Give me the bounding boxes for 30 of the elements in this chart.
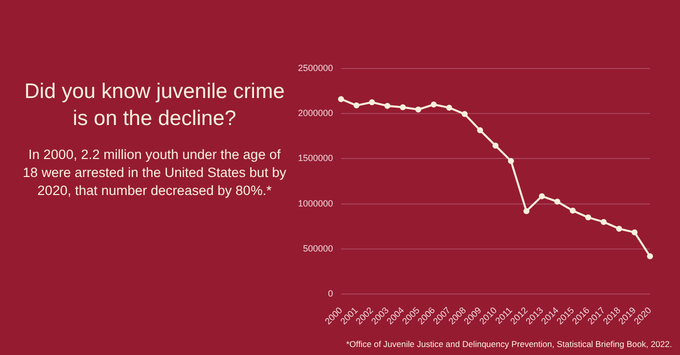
text: In 2000, 2.2 million youth under the age of 18 were arrested in the United States but by 2020, that number decreased by 80%.* (22, 146, 287, 200)
y-tick-label: 2500000 (298, 62, 334, 73)
point (600, 218, 607, 225)
text: *Office of Juvenile Justice and Delinquency Prevention, Statistical Briefing Book, 2022. (346, 339, 672, 349)
y-tick-label: 2000000 (298, 108, 334, 118)
point (368, 99, 375, 106)
point (570, 208, 576, 214)
point (492, 142, 499, 149)
text: Did you know juvenile crime is on the decline? (23, 79, 286, 132)
point (462, 111, 468, 118)
y-tick-label: 1500000 (298, 153, 334, 164)
point (353, 102, 360, 108)
point (647, 253, 653, 260)
point (338, 96, 344, 102)
y-tick-label: 1000000 (298, 198, 334, 208)
point (632, 229, 638, 236)
y-tick-label: 0 (328, 288, 334, 299)
point (508, 158, 514, 164)
point (523, 208, 530, 214)
point (538, 193, 545, 200)
point (554, 198, 560, 205)
point (384, 102, 390, 109)
point (430, 102, 437, 108)
point (446, 104, 452, 111)
y-tick-label: 500000 (302, 244, 334, 254)
point (477, 127, 484, 134)
point (616, 226, 622, 232)
point (400, 104, 406, 110)
point (415, 106, 422, 112)
point (585, 214, 592, 220)
